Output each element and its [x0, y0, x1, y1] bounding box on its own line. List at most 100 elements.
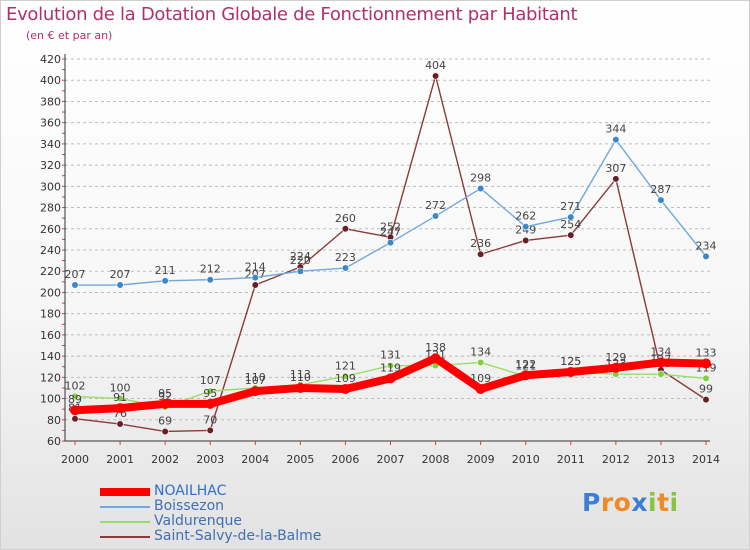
data-label: 223: [335, 251, 356, 264]
data-point: [205, 398, 216, 409]
data-label: 92: [158, 390, 172, 403]
data-label: 102: [65, 379, 86, 392]
data-label: 91: [113, 391, 127, 404]
data-point: [250, 386, 261, 397]
data-label: 70: [203, 413, 217, 426]
legend-swatch: [100, 488, 150, 496]
data-point: [206, 426, 214, 434]
data-point: [116, 281, 124, 289]
data-label: 129: [605, 351, 626, 364]
data-label: 113: [290, 368, 311, 381]
data-label: 125: [560, 355, 581, 368]
data-label: 207: [65, 268, 86, 281]
data-point: [296, 267, 304, 275]
data-point: [477, 184, 485, 193]
data-point: [71, 281, 79, 289]
x-tick-label: 2006: [331, 453, 359, 466]
data-point: [657, 196, 665, 204]
data-point: [701, 358, 711, 369]
y-tick-label: 340: [40, 138, 61, 151]
data-point: [702, 252, 710, 260]
x-tick-label: 2001: [106, 453, 134, 466]
data-point: [206, 276, 214, 284]
data-point: [612, 136, 620, 144]
data-label: 307: [605, 162, 626, 175]
data-label: 107: [245, 374, 266, 387]
data-point: [71, 392, 79, 401]
data-point: [702, 396, 710, 404]
data-point: [206, 387, 214, 395]
data-label: 234: [696, 239, 717, 252]
chart-title: Evolution de la Dotation Globale de Fonc…: [6, 4, 578, 25]
data-label: 138: [425, 341, 446, 354]
x-tick-label: 2012: [602, 453, 630, 466]
data-point: [385, 373, 396, 384]
data-label: 100: [110, 382, 131, 395]
data-point: [702, 374, 710, 382]
legend-swatch: [100, 506, 150, 508]
legend-swatch: [100, 521, 150, 523]
data-label: 119: [380, 361, 401, 374]
y-tick-label: 280: [40, 202, 61, 215]
data-point: [160, 398, 171, 409]
data-point: [386, 238, 395, 247]
y-tick-label: 360: [40, 117, 61, 130]
data-label: 236: [470, 237, 491, 250]
data-label: 95: [158, 387, 172, 400]
data-point: [567, 213, 575, 221]
y-tick-label: 260: [40, 223, 61, 236]
proxiti-logo: Proxiti: [582, 488, 679, 517]
data-label: 107: [200, 374, 221, 387]
data-point: [657, 370, 665, 378]
data-label: 99: [699, 383, 713, 396]
data-point: [431, 72, 440, 80]
data-point: [522, 223, 530, 231]
x-tick-label: 2013: [647, 453, 675, 466]
data-point: [71, 415, 79, 423]
y-tick-label: 320: [40, 159, 61, 172]
data-point: [565, 367, 576, 378]
data-label: 211: [155, 264, 176, 277]
logo-letter: P: [582, 488, 601, 517]
legend-label: NOAILHAC: [154, 483, 227, 499]
data-point: [477, 358, 485, 367]
data-point: [522, 236, 530, 245]
data-point: [612, 175, 620, 183]
series-saint-salvy-de-la-balme: 8176697020722426025240423624925430712799: [68, 59, 713, 436]
x-tick-label: 2007: [377, 453, 405, 466]
legend-label: Boissezon: [154, 498, 225, 514]
x-tick-label: 2004: [241, 453, 269, 466]
data-label: 109: [335, 372, 356, 385]
data-point: [477, 250, 485, 258]
y-tick-label: 180: [40, 308, 61, 321]
data-label: 298: [470, 171, 491, 184]
data-point: [116, 420, 124, 428]
y-tick-label: 100: [40, 393, 61, 406]
data-label: 262: [515, 210, 536, 223]
data-label: 121: [515, 359, 536, 372]
data-label: 134: [650, 345, 671, 358]
data-label: 212: [200, 263, 221, 276]
data-point: [70, 405, 80, 416]
data-point: [386, 362, 395, 370]
data-label: 260: [335, 212, 356, 225]
x-tick-label: 2005: [286, 453, 314, 466]
data-point: [567, 231, 575, 239]
data-point: [341, 372, 350, 380]
x-tick-label: 2011: [557, 453, 585, 466]
data-label: 207: [110, 268, 131, 281]
legend-label: Valdurenque: [154, 513, 243, 529]
data-point: [475, 384, 486, 395]
data-point: [295, 382, 306, 393]
logo-letter: i: [648, 488, 658, 517]
data-label: 224: [290, 250, 311, 263]
data-label: 272: [425, 199, 446, 212]
y-tick-label: 60: [47, 435, 61, 448]
data-point: [161, 427, 169, 436]
y-tick-label: 420: [40, 53, 61, 66]
legend-label: Saint-Salvy-de-la-Balme: [154, 528, 322, 544]
data-label: 110: [290, 371, 311, 384]
data-label: 344: [605, 123, 626, 136]
